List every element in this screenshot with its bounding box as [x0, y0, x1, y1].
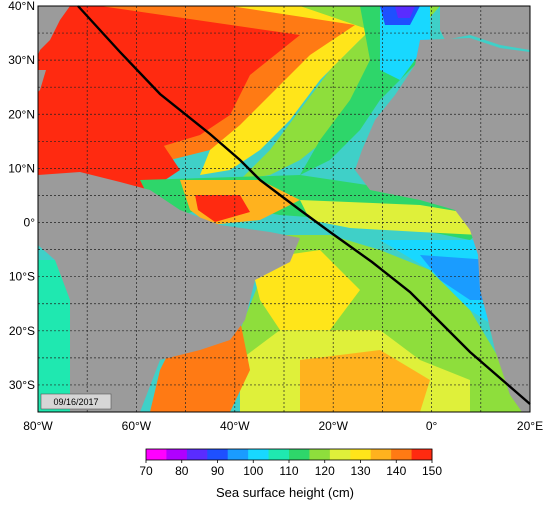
colorbar-swatch — [391, 449, 413, 460]
colorbar-swatch — [248, 449, 270, 460]
colorbar-tick-label: 110 — [279, 464, 298, 478]
colorbar-swatch — [350, 449, 372, 460]
colorbar-tick-label: 130 — [350, 464, 370, 478]
latitude-label: 30°S — [9, 378, 35, 392]
colorbar-swatch — [370, 449, 392, 460]
colorbar-swatch — [227, 449, 249, 460]
colorbar-swatch — [309, 449, 331, 460]
colorbar-tick-label: 100 — [243, 464, 263, 478]
latitude-label: 40°N — [8, 0, 35, 13]
land-europe — [440, 6, 530, 50]
longitude-labels: 80°W 60°W 40°W 20°W 0° 20°E — [23, 419, 543, 433]
longitude-label: 60°W — [122, 419, 152, 433]
longitude-label: 40°W — [220, 419, 250, 433]
colorbar — [145, 448, 433, 461]
latitude-labels: 40°N 30°N 20°N 10°N 0° 10°S 20°S 30°S — [8, 0, 35, 392]
latitude-label: 0° — [24, 216, 36, 230]
colorbar-title: Sea surface height (cm) — [216, 485, 354, 500]
longitude-label: 0° — [426, 419, 438, 433]
colorbar-swatch — [166, 449, 188, 460]
longitude-label: 20°E — [517, 419, 543, 433]
latitude-label: 10°N — [8, 161, 35, 175]
colorbar-swatch — [207, 449, 229, 460]
latitude-label: 20°N — [8, 107, 35, 121]
colorbar-swatch — [289, 449, 310, 460]
latitude-label: 30°N — [8, 53, 35, 67]
colorbar-tick-label: 90 — [211, 464, 225, 478]
colorbar-swatch — [268, 449, 290, 460]
date-label: 09/16/2017 — [53, 397, 98, 407]
map-frame — [37, 5, 531, 413]
colorbar-swatch — [329, 449, 351, 460]
colorbar-tick-label: 150 — [422, 464, 442, 478]
colorbar-tick-labels: 70 80 90 100 110 120 130 140 150 — [139, 460, 442, 478]
colorbar-tick-label: 70 — [139, 464, 153, 478]
latitude-label: 10°S — [9, 270, 35, 284]
date-label-box: 09/16/2017 — [40, 393, 112, 410]
longitude-label: 80°W — [23, 419, 53, 433]
cruise-track-line — [77, 5, 531, 405]
graticule — [38, 6, 530, 412]
colorbar-swatch — [146, 449, 167, 460]
colorbar-tick-label: 80 — [175, 464, 189, 478]
colorbar-tick-label: 140 — [386, 464, 406, 478]
latitude-label: 20°S — [9, 324, 35, 338]
colorbar-swatch — [411, 449, 433, 460]
colorbar-swatch — [186, 449, 208, 460]
land-north-america-east — [38, 70, 46, 92]
land-north-america — [38, 6, 70, 55]
land-central-america — [38, 172, 150, 195]
colorbar-tick-label: 120 — [315, 464, 335, 478]
longitude-label: 20°W — [318, 419, 348, 433]
land-africa — [355, 38, 530, 412]
